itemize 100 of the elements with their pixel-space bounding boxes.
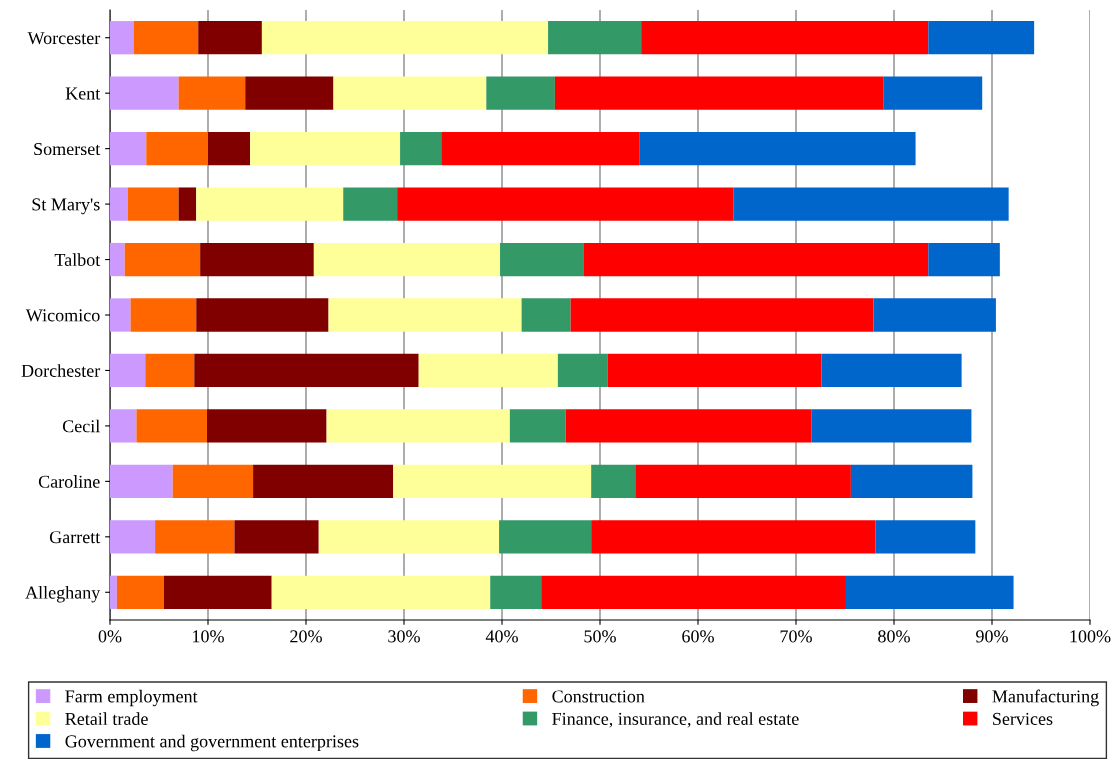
bar — [133, 21, 199, 55]
bar — [509, 409, 566, 443]
bar — [200, 242, 314, 277]
bar — [110, 298, 131, 332]
y-tick-label: Garrett — [49, 531, 101, 544]
x-tick-label: 30% — [388, 630, 420, 643]
bar — [110, 187, 128, 221]
bar — [499, 520, 592, 554]
bar — [110, 520, 156, 554]
bar — [146, 132, 208, 166]
x-tick-label: 40% — [485, 630, 518, 643]
bar — [570, 298, 874, 332]
bar — [418, 353, 558, 388]
bar — [557, 353, 608, 388]
bar — [875, 520, 976, 554]
bar — [172, 464, 254, 498]
legend-label: Services — [993, 712, 1053, 726]
bar — [521, 298, 571, 332]
y-tick-label: Alleghany — [25, 586, 101, 603]
y-tick-label: Cecil — [62, 419, 100, 433]
bar — [110, 409, 137, 443]
bar — [565, 409, 812, 443]
bar — [591, 464, 636, 498]
bar — [313, 242, 501, 277]
bar — [110, 76, 179, 110]
bar — [928, 21, 1035, 55]
y-tick-label: Talbot — [54, 253, 101, 266]
legend-label: Retail trade — [65, 712, 148, 726]
bar — [271, 575, 491, 609]
bar — [261, 21, 549, 55]
bar — [639, 132, 916, 166]
bar — [124, 242, 201, 277]
bar — [245, 76, 334, 110]
bar — [127, 187, 179, 221]
bar — [136, 409, 208, 443]
x-tick-label: 100% — [1070, 630, 1111, 643]
x-tick-label: 50% — [584, 630, 616, 643]
bar — [583, 242, 929, 277]
bar — [116, 575, 164, 609]
bar — [110, 21, 134, 55]
x-tick-label: 0% — [98, 630, 122, 643]
y-tick-label: Dorchester — [21, 364, 101, 377]
bar — [928, 242, 1000, 277]
bar — [178, 76, 246, 110]
bar — [441, 132, 640, 166]
bar — [400, 132, 442, 166]
y-tick-label: Wicomico — [25, 309, 100, 322]
legend-label: Manufacturing — [992, 689, 1099, 707]
bar — [207, 409, 327, 443]
x-tick-label: 10% — [193, 630, 224, 643]
y-tick-label: Worcester — [27, 32, 101, 45]
bar — [850, 464, 973, 498]
bar — [326, 409, 510, 443]
bar — [110, 242, 125, 277]
bar — [635, 464, 851, 498]
bar — [883, 76, 983, 110]
bar — [500, 242, 584, 277]
bar — [196, 187, 344, 221]
bar — [733, 187, 1009, 221]
bar — [194, 353, 419, 388]
x-tick-label: 60% — [682, 630, 714, 643]
y-tick-label: St Mary's — [32, 198, 100, 215]
bar — [821, 353, 962, 388]
bar — [250, 132, 401, 166]
bar — [163, 575, 272, 609]
bar — [253, 464, 394, 498]
y-tick-label: Caroline — [38, 475, 100, 488]
bar — [130, 298, 197, 332]
bar — [178, 187, 197, 221]
bar — [548, 21, 642, 55]
bar — [641, 21, 929, 55]
bar — [554, 76, 884, 110]
legend-label: Farm employment — [65, 689, 198, 707]
bar — [318, 520, 500, 554]
bar — [490, 575, 542, 609]
bar — [343, 187, 398, 221]
bar — [845, 575, 1014, 609]
y-tick-label: Kent — [65, 87, 101, 100]
bar — [873, 298, 996, 332]
bar — [607, 353, 822, 388]
bar — [397, 187, 734, 221]
bar — [541, 575, 846, 609]
bar — [110, 575, 117, 609]
bar — [234, 520, 319, 554]
legend-label: Construction — [552, 690, 645, 703]
bar — [198, 21, 262, 55]
x-tick-label: 20% — [290, 630, 322, 643]
bar — [591, 520, 876, 554]
legend-label: Finance, insurance, and real estate — [552, 712, 799, 728]
x-tick-label: 70% — [780, 630, 812, 643]
bar — [110, 353, 146, 388]
x-tick-label: 80% — [878, 630, 910, 643]
bar — [328, 298, 522, 332]
x-tick-label: 90% — [976, 630, 1008, 643]
bar — [333, 76, 487, 110]
bar — [393, 464, 592, 498]
bar — [155, 520, 235, 554]
bar — [811, 409, 972, 443]
bar — [196, 298, 329, 332]
bar — [486, 76, 555, 110]
